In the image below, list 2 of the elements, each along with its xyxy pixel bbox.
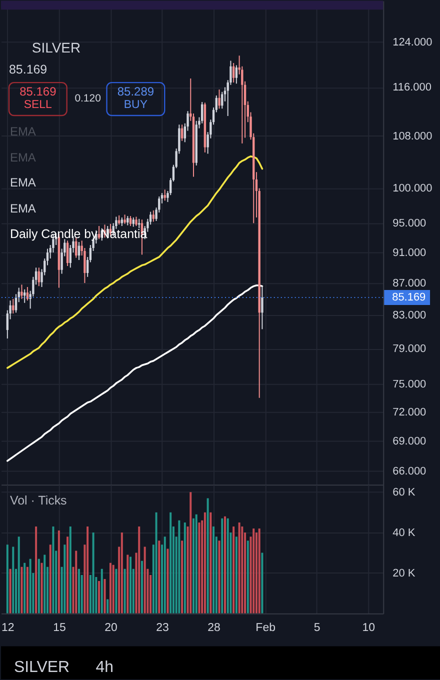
text: SILVER	[14, 659, 70, 676]
text: 4h	[96, 659, 114, 676]
